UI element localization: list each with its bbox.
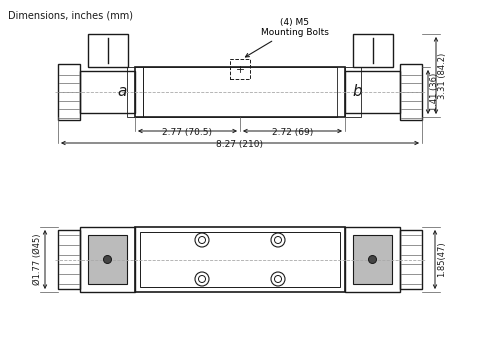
Text: Dimensions, inches (mm): Dimensions, inches (mm) [8,10,133,20]
Circle shape [274,276,281,282]
Bar [135,227,345,292]
Bar [58,64,80,120]
Text: 8.27 (210): 8.27 (210) [216,140,264,149]
Bar [352,34,393,67]
Text: 2.72 (69): 2.72 (69) [272,128,313,137]
Bar [353,235,392,284]
Circle shape [271,272,285,286]
Circle shape [368,255,376,264]
Text: (4) M5
Mounting Bolts: (4) M5 Mounting Bolts [246,18,329,57]
Circle shape [271,233,285,247]
Bar [80,227,135,292]
Bar [230,59,250,79]
Bar [58,230,80,289]
Bar [88,34,128,67]
Text: b: b [352,85,362,99]
Text: 1.85(47): 1.85(47) [437,242,446,277]
Bar [140,232,340,287]
Bar [400,230,422,289]
Circle shape [274,237,281,244]
Circle shape [104,255,112,264]
Bar [80,71,135,113]
Circle shape [198,276,205,282]
Text: Ø1.77 (Ø45): Ø1.77 (Ø45) [33,234,42,285]
Bar [88,235,127,284]
Bar [345,227,400,292]
Circle shape [195,233,209,247]
Circle shape [195,272,209,286]
Bar [345,67,361,117]
Bar [127,67,143,117]
Text: 2.77 (70.5): 2.77 (70.5) [162,128,212,137]
Circle shape [198,237,205,244]
Bar [345,71,400,113]
Text: a: a [118,85,127,99]
Bar [400,64,422,120]
Bar [135,67,345,117]
Text: 1.41 (36): 1.41 (36) [430,73,439,111]
Bar [143,67,337,117]
Text: 3.31 (84.2): 3.31 (84.2) [438,52,447,99]
